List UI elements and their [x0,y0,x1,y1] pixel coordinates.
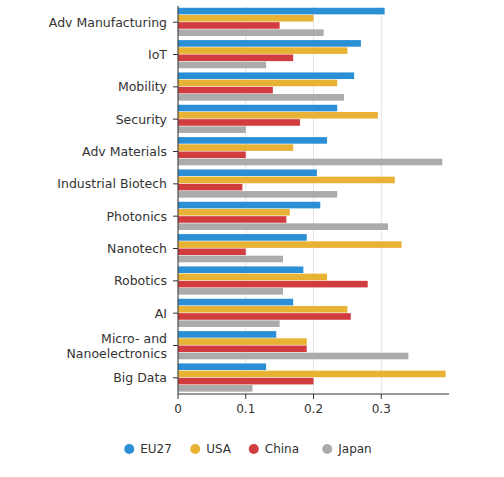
bar [178,216,286,223]
bar [178,299,293,306]
category-label: Mobility [118,79,168,94]
bar [178,241,402,248]
bar [178,191,337,198]
bar [178,169,317,176]
bar [178,202,320,209]
bar [178,281,368,288]
bar [178,152,246,159]
bar [178,112,378,119]
y-tick [173,54,178,55]
category-label: Industrial Biotech [57,176,167,191]
category-label: Nanotech [107,241,167,256]
bar [178,274,327,281]
legend-swatch [322,444,332,454]
bar [178,40,361,47]
y-tick [173,151,178,152]
y-tick [173,377,178,378]
y-tick [173,248,178,249]
bar [178,94,344,101]
x-tick [313,394,314,399]
bar [178,144,293,151]
category-label: Security [116,112,168,127]
bar [178,249,246,256]
grid-line [313,6,314,394]
x-tick-label: 0.1 [236,402,255,416]
bar [178,72,354,79]
bar [178,313,351,320]
bar [178,105,337,112]
x-tick [245,394,246,399]
bar [178,15,314,22]
legend-label: Japan [337,442,371,456]
legend-swatch [249,444,259,454]
bar [178,385,253,392]
bar [178,62,266,69]
bar [178,223,388,230]
category-label: IoT [148,47,167,62]
bar [178,209,290,216]
category-label: Adv Manufacturing [49,15,167,30]
bar [178,55,293,62]
legend-swatch [190,444,200,454]
bar [178,29,324,36]
y-tick [173,86,178,87]
x-tick-label: 0 [174,402,182,416]
bar [178,47,347,54]
legend-label: EU27 [140,442,172,456]
bar [178,378,314,385]
bar [178,306,347,313]
chart: 0 0.1 0.2 0.3 Adv Manufacturing IoT Mobility Se… [0,0,504,477]
bar [178,22,280,29]
y-tick [173,183,178,184]
bar [178,371,446,378]
legend: EU27 USA China Japan [124,442,371,456]
bar [178,353,408,360]
legend-label: USA [206,442,232,456]
x-tick [381,394,382,399]
bar [178,87,273,94]
bar [178,363,266,370]
bar [178,288,283,295]
bar [178,320,280,327]
category-label: Big Data [113,370,167,385]
bar [178,256,283,263]
bar [178,80,337,87]
category-label: Robotics [114,273,167,288]
bar [178,137,327,144]
category-label: Micro- andNanoelectronics [66,331,167,361]
bar [178,346,307,353]
grid-line [381,6,382,394]
y-tick [173,119,178,120]
y-tick [173,313,178,314]
bar [178,119,300,126]
bar [178,126,246,133]
bar [178,184,242,191]
y-tick [173,345,178,346]
y-tick [173,216,178,217]
y-axis [178,6,179,394]
bar [178,266,303,273]
legend-label: China [265,442,299,456]
legend-swatch [124,444,134,454]
category-label: Adv Materials [82,144,167,159]
bar [178,8,385,15]
x-tick-label: 0.3 [372,402,391,416]
x-tick [178,394,179,399]
category-label: AI [155,306,167,321]
y-tick [173,280,178,281]
bar [178,159,442,166]
bar [178,234,307,241]
x-tick-label: 0.2 [304,402,323,416]
grid-line [178,6,179,394]
bar [178,177,395,184]
bars [178,8,446,392]
bar [178,338,307,345]
y-tick [173,22,178,23]
bar [178,331,276,338]
category-label: Photonics [107,209,167,224]
